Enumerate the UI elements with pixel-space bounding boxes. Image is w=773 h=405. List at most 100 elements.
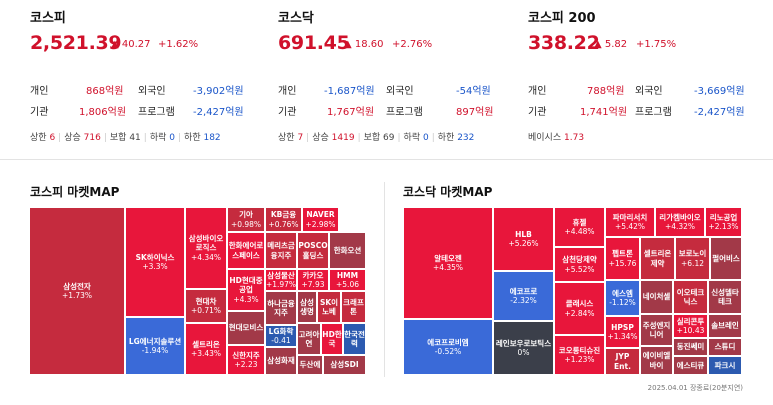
- treemap-tile[interactable]: 보로노이 +6.12: [675, 237, 710, 280]
- tile-change: -1.94%: [141, 346, 169, 355]
- tile-name: 카카오: [302, 270, 324, 280]
- treemap-tile[interactable]: NAVER +2.98%: [302, 207, 339, 232]
- tile-name: 한화오션: [333, 245, 362, 255]
- treemap-tile[interactable]: 카카오 +7.93: [297, 269, 329, 291]
- treemap-tile[interactable]: 삼성바이오로직스 +4.34%: [185, 207, 227, 289]
- treemap-tile[interactable]: 휴젤 +4.48%: [554, 207, 605, 247]
- treemap-tile[interactable]: 에코프로 -2.32%: [493, 271, 554, 321]
- program-label: 프로그램: [386, 107, 423, 118]
- index-change: ▲ 18.60: [344, 39, 384, 50]
- treemap-tile[interactable]: 삼성전자 +1.73%: [29, 207, 125, 375]
- tile-change: +15.76: [608, 258, 637, 268]
- treemap-tile[interactable]: 알테오젠 +4.35%: [403, 207, 493, 319]
- treemap-tile[interactable]: 신성델타테크: [708, 280, 742, 314]
- treemap-tile[interactable]: 한화오션: [329, 232, 366, 269]
- treemap-tile[interactable]: 신한지주 +2.23: [227, 345, 265, 375]
- treemap-tile[interactable]: 클래시스 +2.84%: [554, 282, 605, 335]
- treemap-tile[interactable]: 펄어비스: [710, 237, 742, 280]
- tile-name: 에이비엘바이: [642, 351, 671, 370]
- treemap-tile[interactable]: 한화에어로스페이스: [227, 232, 265, 269]
- tile-change: +6.12: [681, 258, 704, 268]
- treemap-tile[interactable]: 파마리서치 +5.42%: [605, 207, 655, 237]
- individual-value: -1,687억원: [324, 86, 375, 97]
- treemap-tile[interactable]: 현대모비스: [227, 311, 265, 345]
- tile-name: 주성엔지니어: [642, 320, 671, 339]
- treemap-tile[interactable]: 리노공업 +2.13%: [705, 207, 742, 237]
- treemap-tile[interactable]: 에스티큐: [673, 356, 708, 375]
- treemap-tile[interactable]: 셀트리온 +3.43%: [185, 323, 227, 375]
- index-name[interactable]: 코스피: [30, 11, 66, 26]
- treemap-tile[interactable]: 스튜디: [708, 338, 742, 356]
- treemap-tile[interactable]: SK하이닉스 +3.3%: [125, 207, 185, 317]
- tile-name: 메리츠금융지주: [267, 241, 295, 260]
- treemap-tile[interactable]: LG에너지솔루션 -1.94%: [125, 317, 185, 375]
- treemap-tile[interactable]: 실리콘투 +10.43: [673, 314, 708, 338]
- kospi-map-title[interactable]: 코스피 마켓MAP: [30, 185, 120, 199]
- tile-name: 레인보우로보틱스: [495, 338, 552, 348]
- treemap-tile[interactable]: 에코프로비엠 -0.52%: [403, 319, 493, 375]
- tile-name: LG화학: [268, 326, 294, 336]
- treemap-tile[interactable]: 삼천당제약 +5.52%: [554, 247, 605, 282]
- treemap-tile[interactable]: 현대차 +0.71%: [185, 289, 227, 323]
- treemap-tile[interactable]: 네이처셀: [640, 280, 673, 314]
- treemap-tile[interactable]: 삼성SDI: [323, 355, 366, 375]
- treemap-tile[interactable]: 에스엠 -1.12%: [605, 280, 640, 316]
- index-name[interactable]: 코스피 200: [528, 11, 596, 26]
- treemap-tile[interactable]: 동진쎄미: [673, 338, 708, 356]
- treemap-tile[interactable]: POSCO홀딩스: [297, 232, 329, 269]
- tile-change: +0.98%: [230, 219, 262, 229]
- treemap-tile[interactable]: 이오테크닉스: [673, 280, 708, 314]
- treemap-tile[interactable]: 하나금융지주: [265, 291, 297, 325]
- institution-label: 기관: [278, 107, 297, 118]
- tile-name: HD한국: [322, 329, 342, 348]
- treemap-tile[interactable]: 셀트리온제약: [640, 237, 675, 280]
- treemap-tile[interactable]: 주성엔지니어: [640, 314, 673, 346]
- treemap-tile[interactable]: 펩트론 +15.76: [605, 237, 640, 280]
- treemap-tile[interactable]: JYP Ent.: [605, 348, 640, 375]
- foreign-label: 외국인: [635, 86, 663, 97]
- index-value: 691.45: [278, 32, 350, 54]
- tile-change: -2.32%: [510, 296, 537, 305]
- treemap-tile[interactable]: 리가켐바이오 +4.32%: [655, 207, 705, 237]
- treemap-tile[interactable]: LG화학 -0.41: [265, 325, 297, 347]
- treemap-tile[interactable]: HLB +5.26%: [493, 207, 554, 271]
- treemap-tile[interactable]: 크래프톤: [341, 291, 366, 323]
- individual-label: 개인: [278, 86, 297, 97]
- foreign-label: 외국인: [138, 86, 166, 97]
- treemap-tile[interactable]: 메리츠금융지주: [265, 232, 297, 269]
- treemap-tile[interactable]: 한국전력: [343, 323, 366, 355]
- treemap-tile[interactable]: KB금융 +0.76%: [265, 207, 302, 232]
- treemap-tile[interactable]: SK이노베: [317, 291, 341, 323]
- treemap-tile[interactable]: 기아 +0.98%: [227, 207, 265, 232]
- tile-change: +1.23%: [564, 355, 595, 364]
- treemap-tile[interactable]: 코오롱티슈진 +1.23%: [554, 335, 605, 375]
- program-label: 프로그램: [138, 107, 175, 118]
- tile-name: 에코프로: [509, 286, 538, 296]
- treemap-tile[interactable]: 삼성화재: [265, 347, 297, 375]
- treemap-tile[interactable]: 파크시: [708, 356, 742, 375]
- tile-change: +4.48%: [564, 227, 595, 236]
- treemap-tile[interactable]: 삼성생명: [297, 291, 317, 323]
- program-label: 프로그램: [635, 107, 672, 118]
- kospi-treemap: 삼성전자 +1.73% SK하이닉스 +3.3% LG에너지솔루션 -1.94% 삼성바이오…: [29, 207, 366, 375]
- tile-name: 삼천당제약: [562, 255, 597, 265]
- treemap-tile[interactable]: 에이비엘바이: [640, 346, 673, 375]
- treemap-tile[interactable]: 솔브레인: [708, 314, 742, 338]
- treemap-tile[interactable]: 두산에: [297, 355, 323, 375]
- tile-name: 스튜디: [714, 342, 736, 352]
- treemap-tile[interactable]: 레인보우로보틱스 0%: [493, 321, 554, 375]
- treemap-tile[interactable]: HD한국: [321, 323, 343, 355]
- index-name[interactable]: 코스닥: [278, 11, 314, 26]
- tile-name: 파마리서치: [612, 212, 648, 222]
- kosdaq-map-title[interactable]: 코스닥 마켓MAP: [403, 185, 493, 199]
- update-timestamp: 2025.04.01 장종료(20분지연): [647, 384, 743, 392]
- tile-name: 현대모비스: [228, 323, 264, 333]
- tile-name: 한국전력: [344, 329, 365, 348]
- treemap-tile[interactable]: HMM +5.06: [329, 269, 366, 291]
- treemap-tile[interactable]: HPSP +1.34%: [605, 316, 640, 348]
- treemap-tile[interactable]: HD현대중공업 +4.3%: [227, 269, 265, 311]
- tile-change: +0.76%: [268, 219, 299, 229]
- tile-name: 리노공업: [709, 212, 738, 222]
- treemap-tile[interactable]: 고려아연: [297, 323, 321, 355]
- treemap-tile[interactable]: 삼성물산 +1.97%: [265, 269, 297, 291]
